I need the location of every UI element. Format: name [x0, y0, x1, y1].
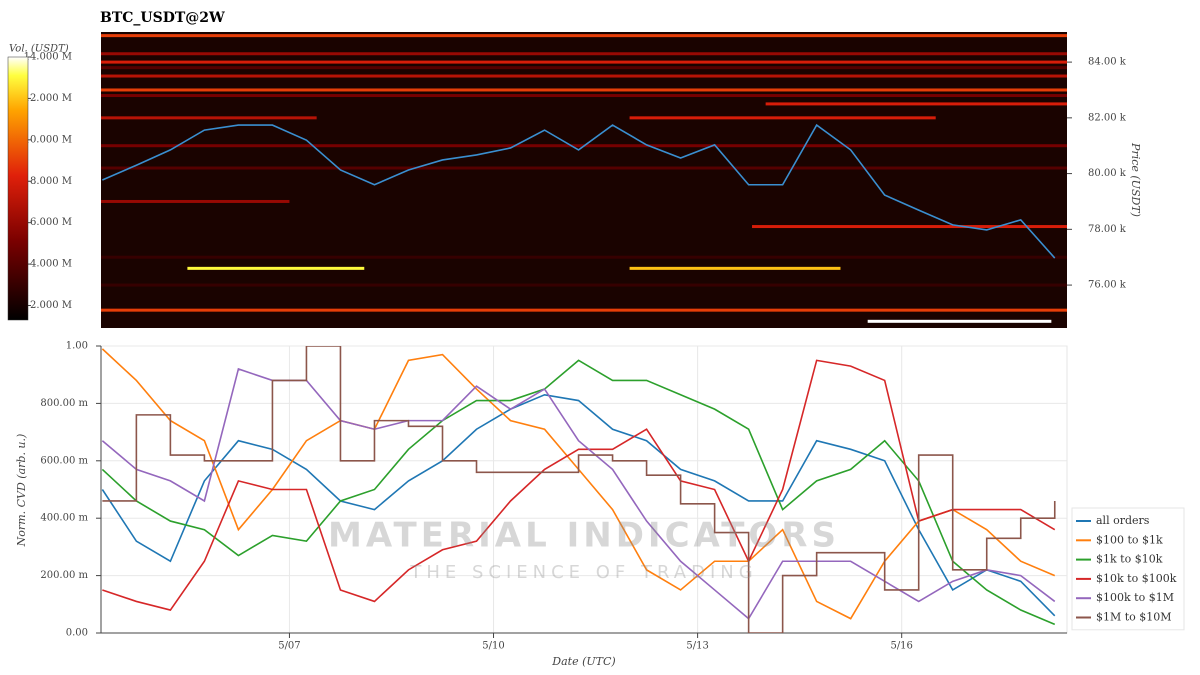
liquidity-band: [101, 60, 1067, 64]
liquidity-band: [101, 255, 1067, 259]
watermark-title: MATERIAL INDICATORS: [328, 516, 840, 556]
y-tick-label: 200.00 m: [40, 570, 88, 581]
x-tick-label: 5/13: [686, 641, 708, 652]
x-tick-label: 5/10: [482, 641, 504, 652]
colorbar-tick-label: 4.000 M: [30, 259, 72, 270]
y-tick-label: 800.00 m: [40, 398, 88, 409]
liquidity-band: [101, 199, 290, 203]
colorbar: [7, 56, 29, 321]
price-line: [102, 123, 1056, 259]
liquidity-band: [101, 88, 1067, 92]
x-tick-label: 5/16: [890, 641, 912, 652]
heatmap-background: [101, 32, 1067, 328]
y-tick-label: 0.00: [66, 628, 88, 639]
cvd-line: [102, 346, 1056, 633]
watermark-subtitle: THE SCIENCE OF TRADING: [409, 562, 757, 583]
y-tick-label: 78.00 k: [1088, 224, 1127, 235]
cvd-line: [101, 367, 1056, 620]
legend-box: [1071, 507, 1185, 631]
liquidity-band: [101, 66, 1067, 70]
y-axis-title: Price (USDT): [1129, 142, 1142, 217]
legend-label: $100k to $1M: [1096, 591, 1174, 604]
y-tick-label: 84.00 k: [1088, 57, 1127, 68]
liquidity-band: [752, 225, 1067, 229]
legend-label: $100 to $1k: [1096, 533, 1163, 546]
colorbar-title: Vol. (USDT): [9, 44, 69, 55]
y-tick-label: 600.00 m: [40, 455, 88, 466]
colorbar-tick-label: 10.000 M: [24, 134, 72, 145]
legend-label: $1k to $10k: [1096, 553, 1163, 566]
legend-label: all orders: [1096, 514, 1150, 527]
colorbar-tick-label: 8.000 M: [30, 176, 72, 187]
liquidity-band: [101, 74, 1067, 78]
y-tick-label: 76.00 k: [1088, 280, 1127, 291]
y-axis-title: Norm. CVD (arb. u.): [15, 434, 28, 548]
liquidity-band: [765, 102, 1067, 106]
liquidity-band: [101, 308, 1067, 312]
colorbar-tick-label: 2.000 M: [30, 300, 72, 311]
cvd-line: [101, 393, 1056, 617]
chart-title: BTC_USDT@2W: [100, 10, 225, 26]
lines-area: [101, 346, 1056, 633]
liquidity-band: [187, 266, 365, 270]
colorbar-tick-label: 6.000 M: [30, 217, 72, 228]
heatmap-area: [101, 32, 1067, 328]
y-tick-label: 400.00 m: [40, 513, 88, 524]
liquidity-band: [101, 94, 1067, 98]
cvd-line: [102, 359, 1056, 611]
y-tick-label: 80.00 k: [1088, 168, 1127, 179]
liquidity-band: [101, 116, 317, 120]
liquidity-band: [101, 52, 1067, 56]
y-tick-label: 82.00 k: [1088, 112, 1127, 123]
liquidity-band: [101, 283, 1067, 287]
liquidity-band: [101, 166, 1067, 170]
liquidity-band: [101, 34, 1067, 38]
liquidity-band: [629, 266, 841, 270]
colorbar-tick-label: 14.000 M: [24, 52, 72, 63]
legend-label: $10k to $100k: [1096, 572, 1177, 585]
liquidity-band: [629, 116, 936, 120]
x-axis-title: Date (UTC): [551, 655, 615, 668]
liquidity-band: [867, 319, 1052, 323]
x-tick-label: 5/07: [278, 641, 300, 652]
colorbar-tick-label: 12.000 M: [24, 93, 72, 104]
y-tick-label: 1.00: [66, 341, 88, 352]
legend-label: $1M to $10M: [1096, 611, 1172, 624]
cvd-line: [101, 359, 1056, 626]
